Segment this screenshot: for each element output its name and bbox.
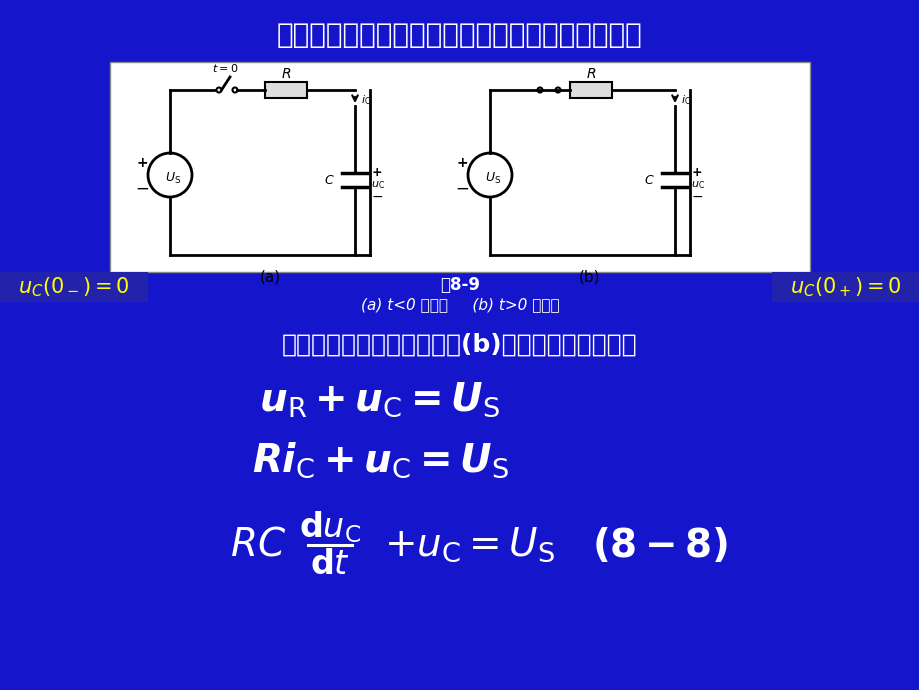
Text: $\mathbf{d}\mathit{u}_{\rm C}$: $\mathbf{d}\mathit{u}_{\rm C}$	[299, 509, 360, 545]
Text: $R$: $R$	[585, 67, 596, 81]
Text: $\bfit{u}_{\rm R}+\bfit{u}_{\rm C}=\bfit{U}_{\rm S}$: $\bfit{u}_{\rm R}+\bfit{u}_{\rm C}=\bfit…	[259, 381, 500, 420]
Text: $t=0$: $t=0$	[211, 62, 238, 74]
Text: $R$: $R$	[280, 67, 290, 81]
Text: +: +	[691, 166, 701, 179]
Text: −: −	[371, 190, 382, 204]
Text: −: −	[691, 190, 702, 204]
Text: $U_{\rm S}$: $U_{\rm S}$	[165, 170, 181, 186]
Text: $u_C(0_-)=0$: $u_C(0_-)=0$	[18, 275, 130, 299]
Text: 其电压电流的变化规律，可以通过以下计算求得。: 其电压电流的变化规律，可以通过以下计算求得。	[277, 21, 642, 49]
Text: $+\mathit{u}_{\rm C}=\mathit{U}_{\rm S}$: $+\mathit{u}_{\rm C}=\mathit{U}_{\rm S}$	[384, 526, 555, 564]
FancyBboxPatch shape	[265, 82, 307, 98]
Text: $\mathbf{(8-8)}$: $\mathbf{(8-8)}$	[591, 526, 727, 564]
Text: $u_{\rm C}$: $u_{\rm C}$	[371, 179, 385, 191]
FancyBboxPatch shape	[0, 272, 148, 302]
Text: (b): (b)	[579, 269, 600, 284]
Text: (a) t<0 的电路     (b) t>0 的电路: (a) t<0 的电路 (b) t>0 的电路	[360, 297, 559, 313]
Text: $\mathbf{d}\mathit{t}$: $\mathbf{d}\mathit{t}$	[310, 549, 349, 582]
Text: 图8-9: 图8-9	[439, 276, 480, 294]
Text: +: +	[456, 156, 467, 170]
Text: +: +	[371, 166, 381, 179]
Text: $i_{\rm C}$: $i_{\rm C}$	[680, 93, 690, 107]
Text: $u_C(0_+)=0$: $u_C(0_+)=0$	[789, 275, 901, 299]
Text: $\bfit{Ri}_{\rm C}+\bfit{u}_{\rm C}=\bfit{U}_{\rm S}$: $\bfit{Ri}_{\rm C}+\bfit{u}_{\rm C}=\bfi…	[251, 440, 508, 480]
Text: $u_{\rm C}$: $u_{\rm C}$	[691, 179, 705, 191]
Text: $\mathit{RC}$: $\mathit{RC}$	[230, 526, 286, 564]
Text: $C$: $C$	[643, 173, 653, 186]
FancyBboxPatch shape	[570, 82, 611, 98]
Text: +: +	[136, 156, 148, 170]
Text: $C$: $C$	[323, 173, 335, 186]
Text: $U_{\rm S}$: $U_{\rm S}$	[484, 170, 501, 186]
FancyBboxPatch shape	[110, 62, 809, 272]
Text: (a): (a)	[259, 269, 280, 284]
FancyBboxPatch shape	[771, 272, 919, 302]
Text: −: −	[135, 180, 149, 198]
Text: 以电容电压为变量，列出图(b)所示电路的微分方程: 以电容电压为变量，列出图(b)所示电路的微分方程	[282, 333, 637, 357]
Text: $i_{\rm C}$: $i_{\rm C}$	[360, 93, 370, 107]
Text: −: −	[455, 180, 469, 198]
